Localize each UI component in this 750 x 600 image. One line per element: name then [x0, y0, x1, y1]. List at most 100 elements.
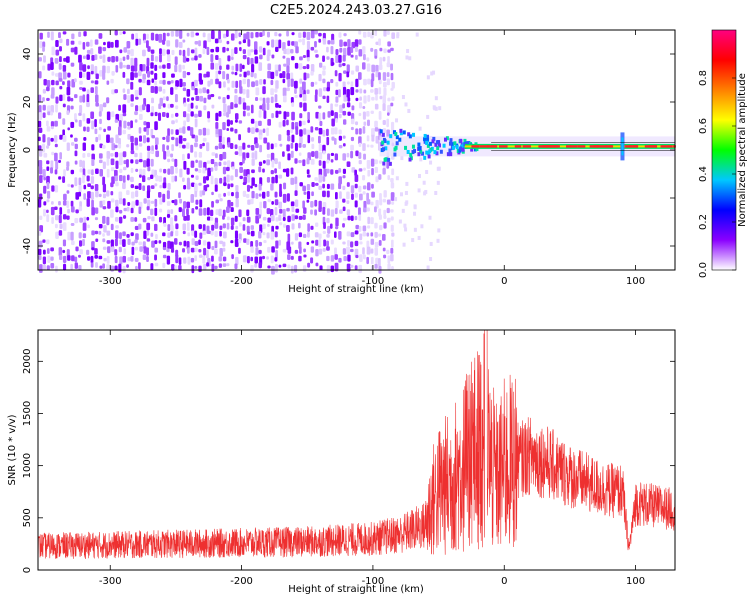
spectrogram-signal-track	[379, 128, 676, 166]
spectrogram-noise-cell	[126, 264, 129, 268]
spectrogram-noise-cell	[182, 153, 185, 161]
spectrogram-noise-cell	[62, 94, 66, 101]
spectrogram-noise-cell	[318, 206, 322, 212]
spectrogram-noise-cell	[383, 254, 387, 259]
signal-cell	[459, 146, 463, 151]
spectrogram-noise-cell	[183, 215, 188, 221]
spectrogram-noise-cell	[70, 222, 75, 226]
spectrogram-noise-cell	[114, 30, 118, 36]
spectrogram-noise-cell	[90, 185, 94, 190]
spectrogram-noise-cell	[150, 232, 154, 237]
spectrogram-noise-cell	[255, 215, 260, 224]
spectrogram-noise-cell	[350, 54, 354, 58]
spectrogram-noise-cell	[227, 55, 231, 62]
spectrogram-noise-cell	[43, 208, 46, 217]
spectrogram-noise-cell	[103, 257, 107, 262]
spectrogram-noise-cell	[350, 136, 355, 142]
spectrogram-noise-cell	[62, 135, 67, 142]
spectrogram-noise-cell	[338, 168, 342, 173]
spectrogram-noise-cell	[242, 142, 246, 150]
spectrogram-y-tick-label: 20	[22, 96, 33, 109]
signal-cell	[446, 152, 450, 157]
spectrogram-noise-cell	[366, 160, 371, 169]
spectrogram-noise-cell	[411, 238, 415, 243]
spectrogram-noise-cell	[387, 97, 391, 102]
spectrogram-noise-cell	[358, 207, 361, 216]
spectrogram-noise-cell	[86, 94, 90, 103]
spectrogram-noise-cell	[131, 241, 135, 246]
spectrogram-noise-cell	[150, 54, 154, 62]
spectrogram-noise-cell	[134, 119, 138, 123]
spectrogram-noise-cell	[390, 121, 395, 131]
spectrogram-noise-cell	[382, 56, 386, 62]
signal-cell	[428, 149, 432, 154]
spectrogram-noise-cell	[306, 158, 310, 165]
spectrogram-noise-cell	[127, 238, 131, 246]
spectrogram-noise-cell	[179, 78, 183, 88]
spectrogram-noise-cell	[250, 185, 253, 189]
spectrogram-noise-cell	[290, 49, 294, 54]
spectrogram-noise-cell	[294, 88, 297, 94]
spectrogram-noise-cell	[404, 190, 408, 195]
spectrogram-noise-cell	[396, 34, 400, 39]
spectrogram-noise-cell	[294, 215, 299, 220]
spectrogram-noise-cell	[358, 30, 362, 35]
spectrogram-noise-cell	[250, 246, 254, 253]
spectrogram-noise-cell	[134, 111, 138, 116]
spectrogram-noise-cell	[198, 88, 203, 94]
spectrogram-noise-cell	[327, 111, 331, 118]
spectrogram-noise-cell	[154, 254, 157, 261]
spectrogram-noise-cell	[258, 120, 262, 127]
spectrogram-noise-cell	[79, 104, 83, 114]
spectrogram-noise-cell	[46, 97, 50, 101]
spectrogram-noise-cell	[234, 238, 239, 248]
spectrogram-noise-cell	[322, 65, 326, 70]
spectrogram-noise-cell	[154, 56, 159, 62]
spectrogram-noise-cell	[195, 95, 200, 101]
spectrogram-noise-cell	[323, 239, 327, 247]
spectrogram-noise-cell	[354, 265, 358, 270]
spectrogram-noise-cell	[303, 248, 306, 253]
spectrogram-noise-cell	[134, 152, 138, 158]
spectrogram-noise-cell	[399, 192, 403, 197]
spectrogram-noise-cell	[186, 247, 190, 254]
spectrogram-noise-cell	[58, 78, 63, 82]
spectrogram-noise-cell	[378, 160, 383, 164]
spectrogram-noise-cell	[78, 191, 82, 197]
spectrogram-noise-cell	[354, 192, 359, 198]
spectrogram-noise-cell	[119, 209, 123, 214]
spectrogram-noise-cell	[86, 175, 90, 182]
spectrogram-noise-cell	[194, 168, 199, 172]
spectrogram-noise-cell	[91, 159, 95, 167]
spectrogram-noise-cell	[195, 32, 200, 36]
spectrogram-noise-cell	[79, 168, 83, 173]
spectrogram-noise-cell	[350, 241, 354, 248]
colorbar-label: Normalized spectral amplitude	[737, 73, 748, 227]
spectrogram-noise-cell	[83, 137, 87, 141]
spectrogram-noise-cell	[355, 89, 359, 93]
spectrogram-noise-cell	[203, 263, 207, 271]
spectrogram-noise-cell	[174, 56, 178, 65]
spectrogram-noise-cell	[214, 161, 218, 168]
spectrogram-noise-cell	[363, 89, 367, 94]
spectrogram-noise-cell	[78, 254, 81, 258]
spectrogram-noise-cell	[211, 104, 215, 109]
signal-cell	[413, 149, 417, 154]
spectrogram-noise-cell	[194, 230, 198, 238]
spectrogram-noise-cell	[346, 200, 350, 205]
spectrogram-noise-cell	[82, 233, 87, 239]
spectrogram-noise-cell	[299, 136, 303, 144]
spectrogram-noise-cell	[310, 225, 314, 230]
spectrogram-noise-cell	[218, 129, 223, 138]
signal-cell	[458, 148, 462, 153]
spectrogram-noise-cell	[67, 255, 71, 261]
spectrogram-noise-cell	[215, 134, 219, 138]
spectrogram-noise-cell	[370, 217, 374, 225]
spectrogram-noise-cell	[102, 161, 106, 170]
spectrogram-noise-cell	[351, 105, 355, 111]
spectrogram-noise-cell	[254, 56, 259, 64]
spectrogram-noise-cell	[278, 39, 282, 49]
spectrogram-noise-cell	[279, 183, 282, 193]
spectrogram-noise-cell	[214, 248, 218, 255]
